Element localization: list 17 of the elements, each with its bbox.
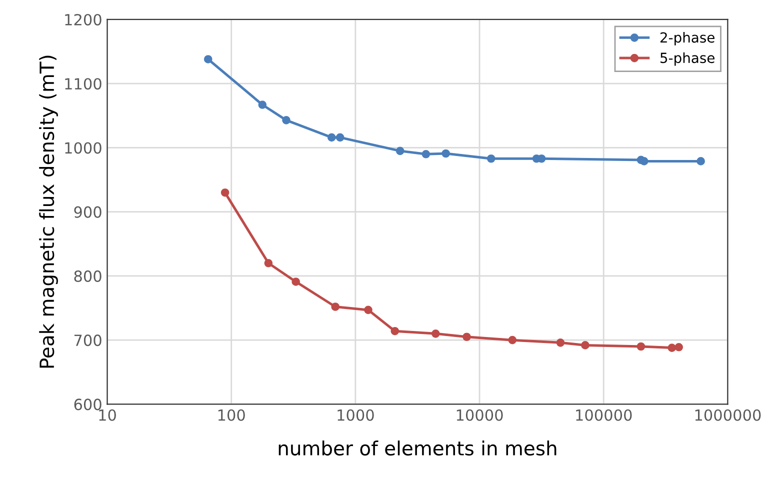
x-tick-label: 1000 xyxy=(338,409,374,421)
y-tick-label: 1000 xyxy=(65,142,102,154)
y-tick-label: 600 xyxy=(74,398,102,410)
y-tick-label: 700 xyxy=(74,334,102,346)
legend-label: 5-phase xyxy=(660,52,714,66)
x-tick-label: 10 xyxy=(99,409,116,421)
y-tick-label: 900 xyxy=(74,206,102,218)
y-axis-title: Peak magnetic flux density (mT) xyxy=(39,56,58,368)
x-tick-label: 1000000 xyxy=(695,409,761,421)
x-tick-label: 100000 xyxy=(576,409,632,421)
y-tick-label: 1200 xyxy=(65,14,102,26)
legend-label: 2-phase xyxy=(660,32,714,46)
x-tick-label: 10000 xyxy=(456,409,503,421)
x-axis-title: number of elements in mesh xyxy=(278,440,556,456)
x-tick-label: 100 xyxy=(218,409,245,421)
y-tick-label: 800 xyxy=(74,270,102,282)
y-tick-label: 1100 xyxy=(65,78,102,90)
